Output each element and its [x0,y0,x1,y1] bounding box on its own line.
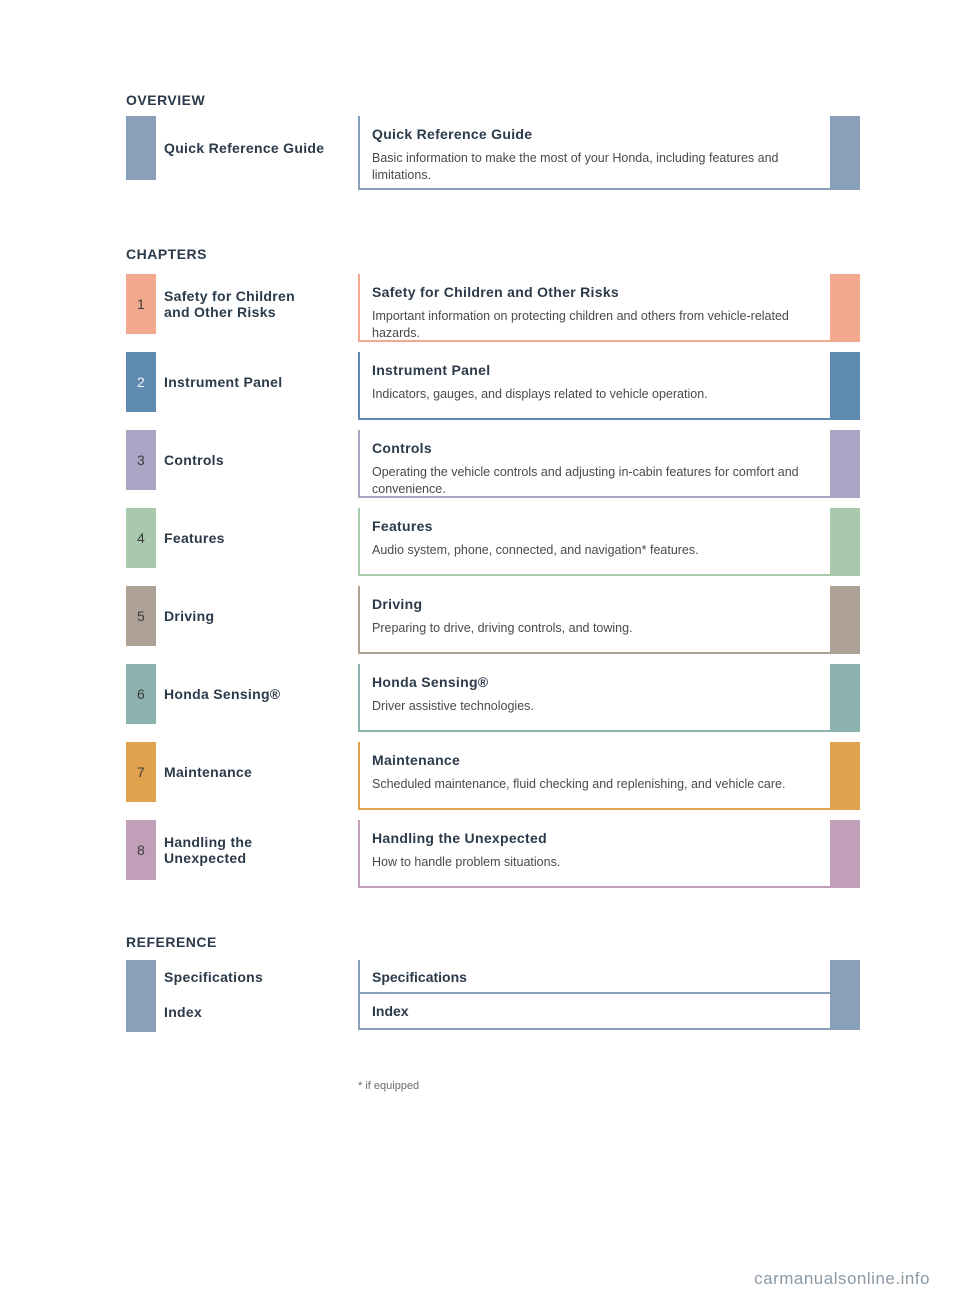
chapter-3-num: 3 [126,452,156,468]
chapter-6-left-label: Honda Sensing® [164,686,280,702]
chapter-4-title: Features [372,518,433,534]
chapter-4-num: 4 [126,530,156,546]
row-left-rule [358,820,360,888]
overview-left-label: Quick Reference Guide [164,140,324,156]
chapter-4-left-label: Features [164,530,225,546]
row-right-cap [830,820,860,888]
row-bottom-rule [358,1028,860,1030]
row-bottom-rule [358,652,860,654]
chapter-7-title: Maintenance [372,752,460,768]
row-right-cap [830,742,860,810]
page: OVERVIEW Quick Reference Guide Quick Ref… [0,0,960,1313]
row-left-rule [358,274,360,342]
chapter-6-row: Honda Sensing® Driver assistive technolo… [358,664,860,732]
chapter-7-row: Maintenance Scheduled maintenance, fluid… [358,742,860,810]
chapter-8-left-label: Handling the Unexpected [164,834,252,866]
chapter-3-sub: Operating the vehicle controls and adjus… [372,464,820,498]
chapter-1-title: Safety for Children and Other Risks [372,284,619,300]
reference-spec-title: Specifications [372,968,820,987]
section-label-chapters: CHAPTERS [126,246,207,262]
row-right-cap [830,586,860,654]
chapter-2-sub: Indicators, gauges, and displays related… [372,386,820,403]
chapter-3-title: Controls [372,440,432,456]
chapter-4-row: Features Audio system, phone, connected,… [358,508,860,576]
row-right-cap [830,116,860,190]
row-right-cap [830,352,860,420]
reference-spec-row: Specifications [358,960,860,994]
row-left-rule [358,960,360,994]
row-right-cap [830,960,860,994]
chapter-7-left-label: Maintenance [164,764,252,780]
footnote: * if equipped [358,1080,419,1092]
overview-row: Quick Reference Guide Basic information … [358,116,860,190]
chapter-8-sub: How to handle problem situations. [372,854,820,871]
row-bottom-rule [358,808,860,810]
section-label-reference: REFERENCE [126,934,217,950]
row-left-rule [358,430,360,498]
reference-index-row: Index [358,994,860,1030]
row-bottom-rule [358,886,860,888]
reference-index-title: Index [372,1002,820,1021]
chapter-1-left-label: Safety for Children and Other Risks [164,288,295,320]
chapter-2-row: Instrument Panel Indicators, gauges, and… [358,352,860,420]
row-left-rule [358,664,360,732]
reference-index-left-label: Index [164,1004,202,1020]
chapter-1-num: 1 [126,296,156,312]
chapter-3-left-label: Controls [164,452,224,468]
chapter-5-sub: Preparing to drive, driving controls, an… [372,620,820,637]
overview-sub: Basic information to make the most of yo… [372,150,820,184]
row-right-cap [830,994,860,1030]
row-left-rule [358,994,360,1030]
row-left-rule [358,508,360,576]
row-right-cap [830,274,860,342]
row-bottom-rule [358,574,860,576]
reference-left-tab [126,960,156,1032]
chapter-2-title: Instrument Panel [372,362,490,378]
chapter-8-title: Handling the Unexpected [372,830,547,846]
chapter-7-sub: Scheduled maintenance, fluid checking an… [372,776,820,793]
row-left-rule [358,586,360,654]
chapter-2-num: 2 [126,374,156,390]
chapter-6-title: Honda Sensing® [372,674,488,690]
chapter-8-row: Handling the Unexpected How to handle pr… [358,820,860,888]
chapter-5-title: Driving [372,596,422,612]
row-left-rule [358,742,360,810]
chapter-8-num: 8 [126,842,156,858]
row-bottom-rule [358,188,860,190]
footer-watermark: carmanualsonline.info [754,1269,930,1289]
chapter-1-sub: Important information on protecting chil… [372,308,820,342]
row-left-rule [358,352,360,420]
chapter-3-row: Controls Operating the vehicle controls … [358,430,860,498]
chapter-5-row: Driving Preparing to drive, driving cont… [358,586,860,654]
overview-title: Quick Reference Guide [372,126,532,142]
row-bottom-rule [358,418,860,420]
section-label-overview: OVERVIEW [126,92,205,108]
row-right-cap [830,430,860,498]
row-left-rule [358,116,360,190]
chapter-5-left-label: Driving [164,608,214,624]
chapter-6-sub: Driver assistive technologies. [372,698,820,715]
row-right-cap [830,508,860,576]
chapter-5-num: 5 [126,608,156,624]
chapter-1-row: Safety for Children and Other Risks Impo… [358,274,860,342]
row-right-cap [830,664,860,732]
row-bottom-rule [358,730,860,732]
chapter-7-num: 7 [126,764,156,780]
overview-left-tab [126,116,156,180]
chapter-4-sub: Audio system, phone, connected, and navi… [372,542,820,559]
chapter-2-left-label: Instrument Panel [164,374,282,390]
chapter-6-num: 6 [126,686,156,702]
reference-spec-left-label: Specifications [164,969,263,985]
